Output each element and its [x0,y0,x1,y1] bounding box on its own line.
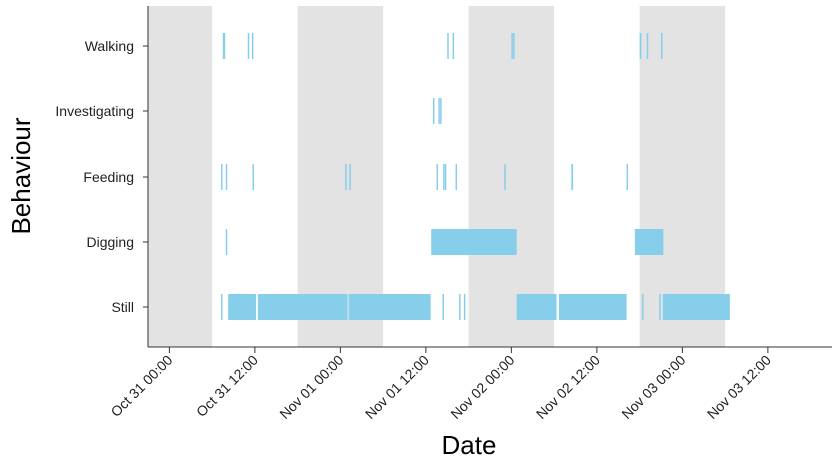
still-bar-4 [348,294,431,320]
y-tick-label-feeding: Feeding [83,169,134,185]
night-shade-1 [148,6,213,347]
x-tick-label-3: Nov 01 00:00 [276,352,346,422]
night-shade-3 [468,6,555,347]
night-shade-4 [639,6,726,347]
walking-bar-1 [222,33,226,59]
night-shade-2 [297,6,384,347]
still-bar-1 [221,294,223,320]
x-tick-label-8: Nov 03 12:00 [704,352,774,422]
investigating-bar-3 [440,98,442,124]
y-axis-title: Behaviour [6,117,36,234]
investigating-bar-2 [438,98,440,124]
still-bar-3 [257,294,348,320]
still-bar-12 [662,294,730,320]
feeding-bar-8 [444,164,447,190]
walking-bar-6 [511,33,513,59]
x-tick-layer: Oct 31 00:00 Oct 31 12:00 Nov 01 00:00 Nov … [107,347,774,422]
x-tick-label-6: Nov 02 12:00 [533,352,603,422]
still-bar-2 [228,294,257,320]
still-bar-10 [642,294,644,320]
y-tick-layer: Walking Investigating Feeding Digging Still [55,38,148,315]
feeding-bar-6 [436,164,439,190]
walking-bar-9 [646,33,649,59]
digging-bar-2 [431,229,517,255]
walking-bar-3 [251,33,254,59]
x-tick-label-4: Nov 01 12:00 [362,352,432,422]
feeding-bar-1 [221,164,223,190]
feeding-bar-11 [571,164,574,190]
feeding-bar-3 [252,164,254,190]
still-bar-9 [558,294,627,320]
x-tick-label-1: Oct 31 00:00 [107,352,175,420]
walking-bar-10 [661,33,663,59]
digging-bar-3 [634,229,664,255]
y-tick-label-digging: Digging [87,234,134,250]
feeding-bar-7 [443,164,445,190]
feeding-bar-9 [455,164,458,190]
x-tick-label-7: Nov 03 00:00 [618,352,688,422]
x-tick-label-5: Nov 02 00:00 [447,352,517,422]
walking-bar-2 [247,33,250,59]
still-bar-7 [463,294,466,320]
walking-bar-7 [513,33,515,59]
y-tick-label-walking: Walking [85,38,134,54]
digging-bar-1 [225,229,228,255]
walking-bar-8 [639,33,642,59]
feeding-bar-2 [225,164,228,190]
still-bar-11 [659,294,661,320]
investigating-bar-1 [433,98,435,124]
y-tick-label-investigating: Investigating [55,103,134,119]
x-tick-label-2: Oct 31 12:00 [193,352,261,420]
feeding-bar-5 [349,164,351,190]
still-bar-5 [442,294,444,320]
x-axis-title: Date [442,430,497,460]
feeding-bar-10 [504,164,506,190]
y-tick-label-still: Still [111,299,134,315]
feeding-bar-4 [345,164,347,190]
walking-bar-4 [447,33,449,59]
walking-bar-5 [452,33,455,59]
still-bar-8 [516,294,557,320]
still-bar-6 [459,294,461,320]
behaviour-bars-layer [221,33,730,320]
night-shading-layer [148,6,726,347]
feeding-bar-12 [626,164,629,190]
